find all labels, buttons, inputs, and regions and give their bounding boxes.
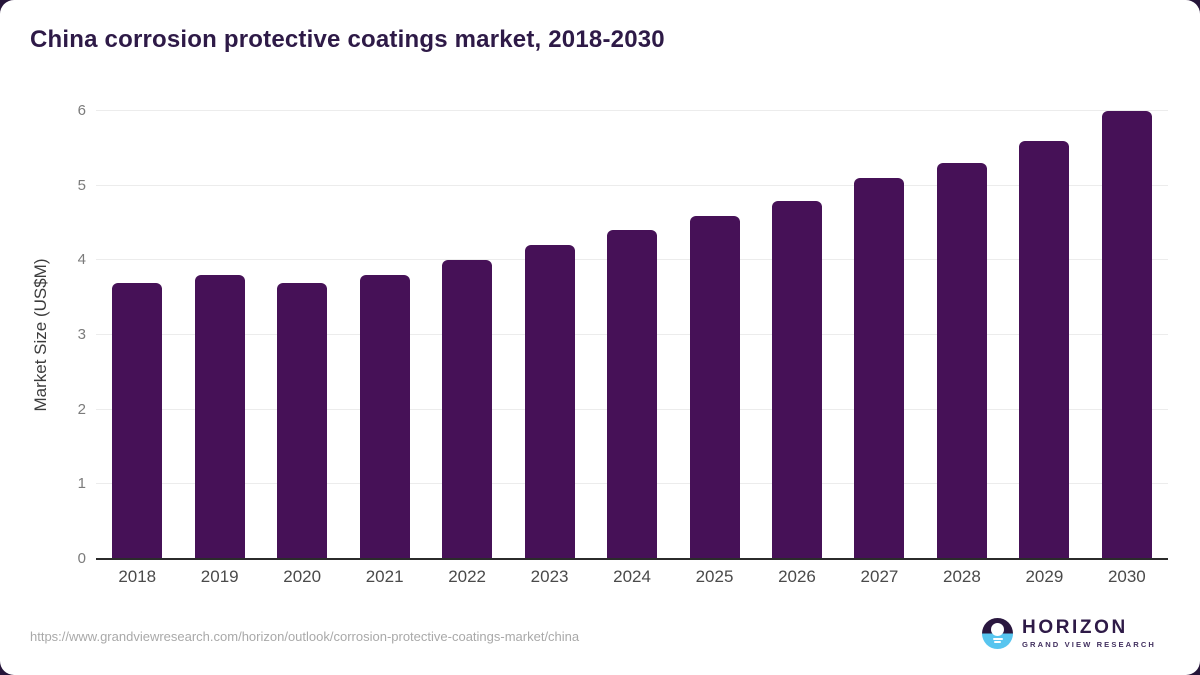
x-tick-label-2020: 2020: [283, 567, 322, 586]
bar-cell-2019: [178, 111, 260, 559]
bar-2021[interactable]: [359, 275, 410, 559]
bar-2025[interactable]: [689, 215, 740, 559]
gridline-5: [96, 184, 1168, 186]
y-tick-label-0: 0: [77, 550, 86, 567]
x-tick-label-2022: 2022: [448, 567, 487, 586]
bar-cell-2025: [673, 111, 755, 559]
x-tick-label-2027: 2027: [860, 567, 899, 586]
bar-cell-2020: [261, 111, 343, 559]
bar-cell-2028: [921, 111, 1003, 559]
x-tick-label-2018: 2018: [118, 567, 157, 586]
x-tick-label-2028: 2028: [943, 567, 981, 586]
logo-title: HORIZON: [1022, 617, 1128, 638]
bar-2020[interactable]: [277, 282, 328, 559]
x-tick-label-2025: 2025: [695, 567, 734, 586]
horizon-logo: HORIZON GRAND VIEW RESEARCH: [982, 618, 1156, 649]
y-tick-label-5: 5: [77, 176, 86, 194]
logo-text-block: HORIZON GRAND VIEW RESEARCH: [1022, 617, 1156, 650]
x-tick-label-2029: 2029: [1025, 567, 1064, 586]
bar-cell-2030: [1086, 111, 1168, 559]
bar-series: [96, 111, 1168, 559]
sun-shape: [991, 623, 1005, 636]
horizon-sun-icon: [982, 618, 1014, 649]
bar-2023[interactable]: [524, 245, 575, 559]
bar-cell-2027: [838, 111, 920, 559]
bar-2026[interactable]: [771, 200, 822, 559]
plot-area: 0 1 2 3 4 5 6: [78, 103, 1168, 567]
y-axis-title: Market Size (US$M): [31, 258, 50, 412]
bar-cell-2023: [508, 111, 590, 559]
y-tick-label-2: 2: [77, 400, 86, 418]
water-ripple: [992, 637, 1003, 640]
x-axis-labels: 2018 2019 2020 2021 2022 2023 2024 2025 2026 2027…: [96, 567, 1168, 587]
x-axis-line: [96, 558, 1168, 560]
x-tick-label-2024: 2024: [613, 567, 651, 586]
bar-cell-2021: [343, 111, 425, 559]
chart-title: China corrosion protective coatings mark…: [30, 26, 665, 53]
x-tick-label-2019: 2019: [200, 567, 239, 586]
bar-2018[interactable]: [112, 282, 163, 559]
bar-2027[interactable]: [854, 178, 905, 559]
y-tick-label-1: 1: [77, 475, 86, 493]
x-tick-label-2026: 2026: [778, 567, 816, 586]
bar-2028[interactable]: [936, 163, 987, 559]
bar-cell-2024: [591, 111, 673, 559]
bar-2024[interactable]: [607, 230, 658, 559]
bar-cell-2026: [756, 111, 838, 559]
bar-cell-2018: [96, 111, 178, 559]
y-tick-label-4: 4: [77, 251, 86, 269]
x-tick-label-2023: 2023: [530, 567, 569, 586]
logo-subtitle: GRAND VIEW RESEARCH: [1022, 640, 1156, 649]
water-ripple: [994, 641, 1002, 643]
bar-2019[interactable]: [194, 275, 245, 559]
x-tick-label-2030: 2030: [1107, 567, 1146, 586]
x-tick-label-2021: 2021: [365, 567, 404, 586]
bar-cell-2029: [1003, 111, 1085, 559]
bar-2030[interactable]: [1101, 111, 1152, 559]
gridline-6: [96, 110, 1168, 111]
source-url: https://www.grandviewresearch.com/horizo…: [30, 629, 580, 644]
bar-2022[interactable]: [442, 260, 493, 559]
y-tick-label-6: 6: [77, 102, 86, 119]
bar-2029[interactable]: [1019, 140, 1070, 559]
bar-cell-2022: [426, 111, 508, 559]
y-tick-label-3: 3: [77, 326, 86, 343]
